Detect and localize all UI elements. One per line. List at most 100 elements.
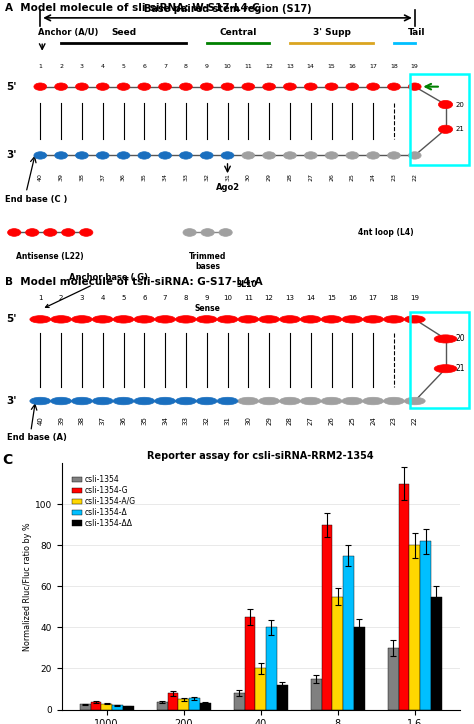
Text: 27: 27 [308, 416, 314, 425]
Circle shape [55, 83, 67, 90]
Text: 3' Supp: 3' Supp [312, 28, 350, 37]
Circle shape [325, 152, 338, 159]
Circle shape [175, 316, 196, 323]
Circle shape [263, 152, 275, 159]
Circle shape [321, 397, 342, 405]
Text: 23: 23 [391, 416, 397, 425]
Text: End base (C ): End base (C ) [5, 195, 67, 204]
Bar [245, 617, 255, 710]
Text: 5: 5 [121, 64, 126, 69]
Text: 33: 33 [183, 416, 189, 425]
Text: 30: 30 [246, 173, 251, 181]
Text: Ago2: Ago2 [216, 183, 239, 192]
Circle shape [283, 152, 296, 159]
Text: 11: 11 [245, 64, 252, 69]
Text: 29: 29 [266, 416, 272, 425]
Circle shape [30, 397, 51, 405]
Circle shape [117, 83, 130, 90]
Text: 13: 13 [285, 295, 294, 300]
Circle shape [30, 316, 51, 323]
Bar [91, 702, 101, 710]
Text: Anchor base ( G): Anchor base ( G) [46, 273, 148, 308]
Text: 34: 34 [162, 416, 168, 425]
Bar [388, 648, 399, 710]
Text: 3: 3 [80, 64, 84, 69]
Circle shape [134, 316, 155, 323]
Text: 3': 3' [7, 396, 17, 406]
Circle shape [183, 281, 196, 289]
Text: Trimmed
bases: Trimmed bases [189, 252, 226, 271]
Text: 6: 6 [142, 295, 146, 300]
Text: Antisense (L22): Antisense (L22) [17, 252, 84, 261]
Circle shape [321, 316, 342, 323]
Circle shape [434, 365, 457, 373]
Text: 36: 36 [120, 416, 127, 425]
Text: 26: 26 [328, 416, 335, 425]
Circle shape [219, 229, 232, 236]
Text: 1: 1 [38, 295, 43, 300]
Text: 3: 3 [80, 295, 84, 300]
Text: 35: 35 [142, 173, 147, 181]
Circle shape [438, 101, 453, 109]
Text: 12: 12 [264, 295, 273, 300]
Circle shape [383, 397, 404, 405]
Text: 15: 15 [328, 64, 336, 69]
Bar [277, 685, 288, 710]
Text: 4: 4 [100, 295, 105, 300]
Text: 18: 18 [390, 295, 399, 300]
Text: 34: 34 [163, 173, 168, 181]
Bar [101, 704, 112, 710]
Text: 39: 39 [59, 173, 64, 181]
Circle shape [280, 316, 301, 323]
Text: Anchor (A/U): Anchor (A/U) [38, 28, 98, 37]
Circle shape [404, 397, 425, 405]
Text: 14: 14 [306, 295, 315, 300]
Text: 33: 33 [183, 173, 188, 181]
Circle shape [8, 229, 21, 236]
Circle shape [180, 152, 192, 159]
Bar [420, 542, 431, 710]
Text: 31: 31 [225, 173, 230, 181]
Bar [123, 707, 134, 710]
Title: Reporter assay for csli-siRNA-RRM2-1354: Reporter assay for csli-siRNA-RRM2-1354 [147, 451, 374, 461]
Text: 14: 14 [307, 64, 315, 69]
Circle shape [75, 83, 88, 90]
Circle shape [196, 316, 217, 323]
Circle shape [62, 229, 75, 236]
Text: Seed: Seed [111, 28, 136, 37]
Text: 23: 23 [392, 173, 396, 181]
Bar [266, 628, 277, 710]
Circle shape [80, 229, 93, 236]
Text: 20: 20 [456, 101, 465, 108]
Text: 39: 39 [58, 416, 64, 425]
Circle shape [51, 316, 72, 323]
Circle shape [342, 316, 363, 323]
Text: 6: 6 [142, 64, 146, 69]
Text: 26: 26 [329, 173, 334, 181]
Circle shape [26, 229, 39, 236]
Text: 24: 24 [371, 173, 375, 181]
Circle shape [342, 397, 363, 405]
Circle shape [408, 152, 421, 159]
Text: 19: 19 [411, 64, 419, 69]
Circle shape [159, 83, 172, 90]
Bar [255, 668, 266, 710]
Circle shape [117, 152, 130, 159]
Bar [311, 679, 321, 710]
Circle shape [55, 152, 67, 159]
Circle shape [242, 83, 255, 90]
Circle shape [96, 83, 109, 90]
Text: 22: 22 [412, 416, 418, 425]
Text: 12: 12 [265, 64, 273, 69]
Text: 11: 11 [244, 295, 253, 300]
Circle shape [134, 397, 155, 405]
Bar [200, 704, 210, 710]
Text: 1: 1 [38, 64, 42, 69]
Circle shape [34, 152, 46, 159]
Bar [178, 699, 189, 710]
Text: 30: 30 [246, 416, 251, 425]
Circle shape [221, 83, 234, 90]
Circle shape [219, 281, 232, 289]
Circle shape [438, 125, 453, 133]
Text: 5': 5' [7, 82, 17, 92]
